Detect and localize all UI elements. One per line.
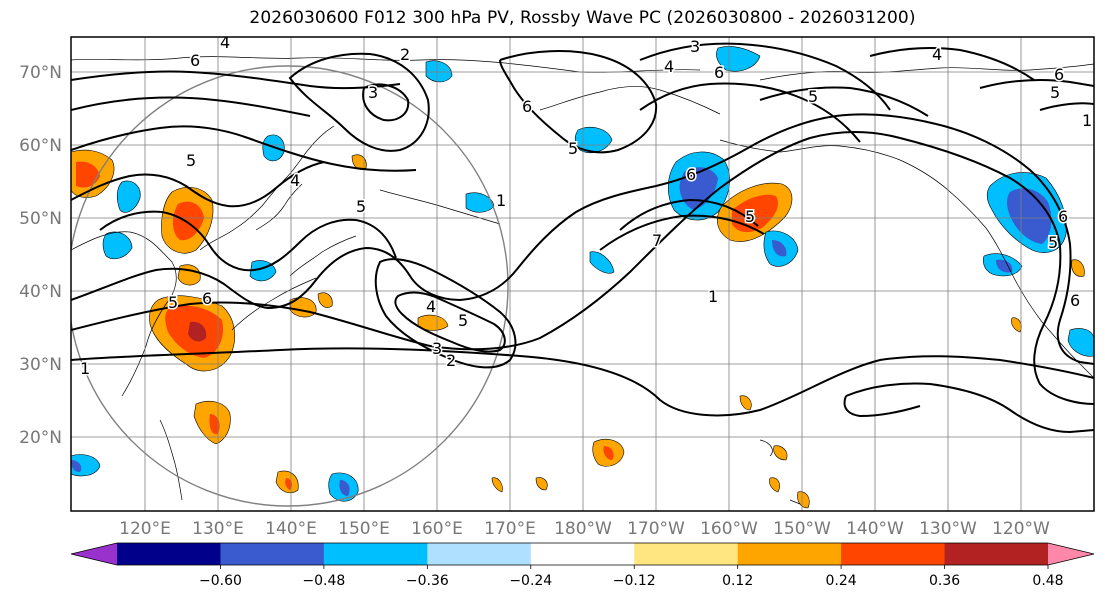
- contour-label: 2: [400, 45, 410, 64]
- colorbar-tick-label: −0.24: [509, 573, 552, 589]
- contour-label: 5: [1048, 233, 1058, 252]
- lon-label: 170°W: [627, 519, 685, 539]
- contour-label: 6: [1054, 65, 1064, 84]
- lat-label: 30°N: [19, 355, 62, 375]
- contour-label: 1: [80, 359, 90, 378]
- contour-label: 4: [220, 33, 230, 52]
- colorbar-extend-low: [71, 543, 117, 565]
- positive-anomaly-patch: [149, 295, 235, 372]
- lat-label: 50°N: [19, 209, 62, 229]
- positive-anomaly-patch: [161, 187, 214, 254]
- contour-label: 2: [446, 351, 456, 370]
- colorbar: −0.60 −0.48 −0.36 −0.24 −0.12 0.12 0.24 0.36 0.4…: [70, 542, 1095, 589]
- range-circle: [71, 65, 509, 507]
- contour-label: 4: [290, 171, 300, 190]
- contour-label: 5: [458, 311, 468, 330]
- contour-label: 6: [202, 289, 212, 308]
- contour-label: 1: [496, 191, 506, 210]
- lon-label: 140°W: [846, 519, 904, 539]
- negative-anomaly-patch: [71, 46, 1094, 502]
- latitude-labels: 70°N 60°N 50°N 40°N 30°N 20°N: [19, 63, 62, 448]
- positive-anomaly-patch: [177, 154, 1085, 509]
- lon-label: 150°W: [773, 519, 831, 539]
- colorbar-segment: [117, 543, 221, 565]
- colorbar-segment: [530, 543, 635, 565]
- contour-label: 4: [664, 57, 674, 76]
- lat-label: 20°N: [19, 428, 62, 448]
- contour-label: 5: [568, 139, 578, 158]
- lat-label: 70°N: [19, 63, 62, 83]
- contour-label: 3: [690, 37, 700, 56]
- contour-label: 5: [745, 207, 755, 226]
- lon-label: 160°E: [411, 519, 463, 539]
- lon-label: 120°E: [119, 519, 171, 539]
- colorbar-tick-label: −0.48: [302, 573, 345, 589]
- lon-label: 150°E: [338, 519, 390, 539]
- colorbar-segment: [634, 543, 739, 565]
- contour-label: 5: [186, 151, 196, 170]
- positive-anomaly-patch: [717, 182, 793, 242]
- colorbar-segment: [323, 543, 428, 565]
- positive-anomaly-patch: [71, 149, 115, 198]
- longitude-labels: 120°E 130°E 140°E 150°E 160°E 170°E 180°…: [119, 519, 1050, 539]
- contour-label: 6: [1070, 291, 1080, 310]
- contour-label: 6: [686, 165, 696, 184]
- lon-label: 130°E: [192, 519, 244, 539]
- contour-label: 5: [1050, 83, 1060, 102]
- colorbar-tick-label: 0.12: [722, 573, 753, 589]
- contour-label: 3: [432, 339, 442, 358]
- colorbar-segment: [841, 543, 946, 565]
- map-frame: [70, 36, 1095, 512]
- contour-label: 4: [932, 45, 942, 64]
- contour-label: 7: [652, 231, 662, 250]
- contour-label: 6: [714, 63, 724, 82]
- pv-anomaly-shading: [71, 46, 1094, 509]
- colorbar-segment: [737, 543, 842, 565]
- contour-label: 5: [356, 197, 366, 216]
- colorbar-outline: [70, 542, 1095, 566]
- map-title: 2026030600 F012 300 hPa PV, Rossby Wave …: [249, 8, 916, 28]
- pv-contours: [71, 42, 1094, 434]
- colorbar-tick-label: −0.36: [406, 573, 449, 589]
- contour-label: 3: [368, 83, 378, 102]
- lat-label: 60°N: [19, 136, 62, 156]
- lon-label: 170°E: [484, 519, 536, 539]
- contour-label: 1: [708, 287, 718, 306]
- colorbar-tick-label: −0.60: [199, 573, 242, 589]
- lon-label: 130°W: [919, 519, 977, 539]
- colorbar-tick-label: 0.48: [1032, 573, 1063, 589]
- colorbar-segment: [427, 543, 532, 565]
- contour-label: 6: [1058, 207, 1068, 226]
- lon-label: 160°W: [700, 519, 758, 539]
- contour-labels: 4 6 2 3 3 4 6 6 5 5 5 4 5 5 6 1 6 5 7 4 …: [79, 32, 1094, 380]
- colorbar-segment: [944, 543, 1049, 565]
- contour-label: 6: [522, 97, 532, 116]
- colorbar-tick-label: 0.24: [826, 573, 857, 589]
- contour-label: 5: [808, 87, 818, 106]
- contour-label: 4: [426, 297, 436, 316]
- lat-label: 40°N: [19, 282, 62, 302]
- contour-label: 1: [1082, 111, 1092, 130]
- lon-label: 140°E: [265, 519, 317, 539]
- contour-label: 5: [168, 293, 178, 312]
- colorbar-tick-label: 0.36: [929, 573, 960, 589]
- lon-label: 120°W: [992, 519, 1050, 539]
- colorbar-tick-label: −0.12: [613, 573, 656, 589]
- lat-lon-grid: [71, 37, 1094, 511]
- lon-label: 180°W: [554, 519, 612, 539]
- colorbar-segment: [220, 543, 325, 565]
- positive-anomaly-patch: [193, 401, 231, 445]
- contour-label: 6: [190, 51, 200, 70]
- colorbar-extend-high: [1048, 543, 1094, 565]
